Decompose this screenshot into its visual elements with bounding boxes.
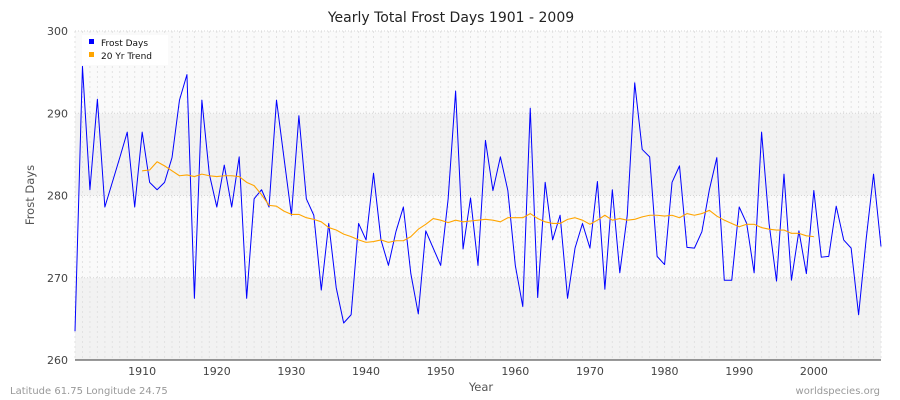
y-axis-label: Frost Days <box>23 165 37 225</box>
x-tick-label: 1940 <box>352 365 380 378</box>
x-tick-label: 1910 <box>128 365 156 378</box>
frost-days-line <box>74 65 882 332</box>
x-tick-label: 1970 <box>576 365 604 378</box>
x-tick-labels: 1910 1920 1930 1940 1950 1960 1970 1980 1990 2000 <box>128 365 828 378</box>
legend-swatch-trend <box>89 52 94 57</box>
y-tick-label: 300 <box>47 25 68 38</box>
x-tick-label: 1960 <box>501 365 529 378</box>
legend-box <box>82 35 168 65</box>
y-tick-label: 260 <box>47 354 68 367</box>
x-tick-label: 1980 <box>651 365 679 378</box>
x-tick-label: 1950 <box>427 365 455 378</box>
series-layer <box>74 65 882 332</box>
y-tick-label: 270 <box>47 272 68 285</box>
legend-swatch-frost-days <box>89 39 94 44</box>
y-tick-labels: 260 270 280 290 300 <box>47 25 68 367</box>
x-tick-label: 1930 <box>277 365 305 378</box>
x-tick-label: 1990 <box>725 365 753 378</box>
y-tick-label: 290 <box>47 107 68 120</box>
footer-location: Latitude 61.75 Longitude 24.75 <box>10 386 168 397</box>
footer-source: worldspecies.org <box>796 386 880 397</box>
legend-label-trend: 20 Yr Trend <box>101 52 152 62</box>
chart-title: Yearly Total Frost Days 1901 - 2009 <box>327 10 574 26</box>
y-tick-label: 280 <box>47 190 68 203</box>
x-axis-label: Year <box>468 380 494 394</box>
legend-label-frost-days: Frost Days <box>101 39 148 49</box>
legend: Frost Days 20 Yr Trend <box>82 35 168 65</box>
x-tick-label: 1920 <box>203 365 231 378</box>
x-tick-label: 2000 <box>800 365 828 378</box>
trend-line <box>142 161 814 243</box>
